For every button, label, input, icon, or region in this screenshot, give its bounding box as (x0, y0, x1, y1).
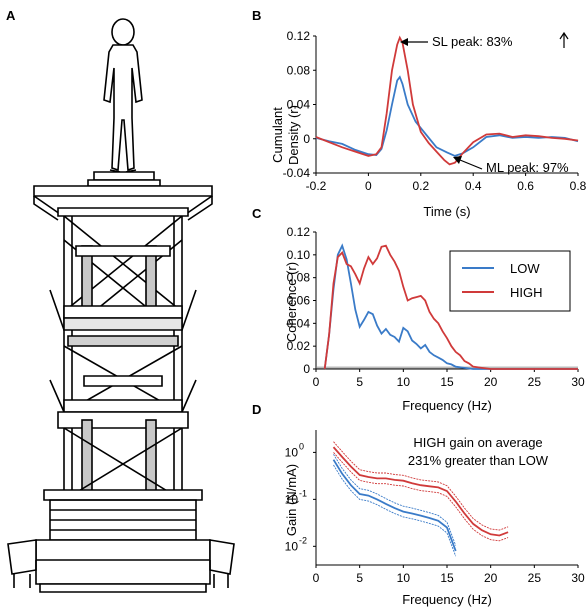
x-tick-label: 0.8 (570, 179, 587, 193)
x-tick-label: 30 (571, 375, 585, 389)
series-line-high (332, 446, 509, 537)
apparatus-illustration (7, 18, 235, 593)
x-tick-label: 0 (365, 179, 372, 193)
y-tick-label: 10 (285, 492, 299, 506)
ci-upper-low (333, 454, 457, 546)
series-line-low (323, 243, 578, 370)
x-tick-label: 0 (313, 571, 320, 585)
sl-peak-annotation: SL peak: 83% (432, 34, 513, 49)
x-tick-label: 0.6 (517, 179, 534, 193)
x-axis-label: Frequency (Hz) (402, 592, 492, 607)
x-tick-label: 25 (528, 375, 542, 389)
legend-label-low: LOW (510, 261, 540, 276)
y-tick-label: 10 (285, 445, 299, 459)
y-tick-label: 0 (303, 362, 310, 376)
series-line-low (315, 75, 579, 157)
sl-peak-arrowhead (400, 38, 408, 46)
x-tick-label: 15 (440, 375, 454, 389)
x-tick-label: 30 (571, 571, 585, 585)
panel-a-label: A (6, 8, 16, 23)
panel-d-label: D (252, 402, 261, 417)
legend-box (449, 250, 571, 312)
y-tick-label: 0.08 (287, 271, 311, 285)
gain-annotation-line2: 231% greater than LOW (408, 453, 549, 468)
series-line-low (332, 459, 457, 552)
ci-lower-high (333, 452, 509, 542)
series-line-high (315, 35, 579, 166)
y-tick-exponent: 0 (299, 441, 304, 451)
x-tick-label: 20 (484, 571, 498, 585)
y-tick-label: 0.12 (287, 29, 311, 43)
y-tick-label: 0 (303, 132, 310, 146)
x-tick-label: 0 (313, 375, 320, 389)
ci-upper-high (333, 441, 509, 531)
panel-b-label: B (252, 8, 261, 23)
y-tick-label: 0.04 (287, 98, 311, 112)
y-tick-label: 0.12 (287, 225, 311, 239)
y-tick-label: 0.10 (287, 248, 311, 262)
series-line-high (323, 244, 578, 370)
gain-annotation-line1: HIGH gain on average (413, 435, 542, 450)
ci-lower-low (333, 464, 457, 557)
coherence-chart: 0 0.02 0.04 0.06 0.08 0.10 0.12 0 5 10 15 20 25 30 Fre… (284, 225, 585, 413)
x-tick-label: 10 (397, 571, 411, 585)
y-tick-label: 0.08 (287, 63, 311, 77)
up-arrow-icon (559, 31, 569, 48)
x-tick-label: 10 (397, 375, 411, 389)
y-tick-exponent: -2 (299, 535, 307, 545)
y-axis-label: Coherence (r) (284, 262, 299, 342)
x-tick-label: 25 (528, 571, 542, 585)
y-tick-label: 0.06 (287, 294, 311, 308)
ml-peak-arrowhead (453, 156, 462, 164)
y-axis-label: Gain (N/mA) (284, 464, 299, 536)
x-tick-label: 0.4 (465, 179, 482, 193)
x-axis-label: Frequency (Hz) (402, 398, 492, 413)
y-tick-exponent: -1 (299, 488, 307, 498)
y-tick-label: -0.04 (283, 166, 311, 180)
x-tick-label: -0.2 (306, 179, 327, 193)
x-tick-label: 5 (356, 571, 363, 585)
x-tick-label: 5 (356, 375, 363, 389)
ml-peak-arrow (459, 159, 483, 170)
x-tick-label: 0.2 (412, 179, 429, 193)
ml-peak-annotation: ML peak: 97% (486, 160, 569, 175)
y-tick-label: 10 (285, 539, 299, 553)
y-axis-label-line2: Density (r) (286, 105, 301, 165)
legend-label-high: HIGH (510, 285, 543, 300)
y-tick-label: 0.04 (287, 316, 311, 330)
x-axis-label: Time (s) (423, 204, 470, 219)
standing-person-icon (103, 18, 143, 173)
x-tick-label: 15 (440, 571, 454, 585)
cumulant-density-chart: -0.04 0 0.04 0.08 0.12 -0.2 0 0.2 0.4 0.6 0.8 Time … (270, 29, 587, 219)
panel-c-label: C (252, 206, 262, 221)
y-tick-label: 0.02 (287, 339, 311, 353)
y-axis-label-line1: Cumulant (270, 107, 285, 163)
x-tick-label: 20 (484, 375, 498, 389)
